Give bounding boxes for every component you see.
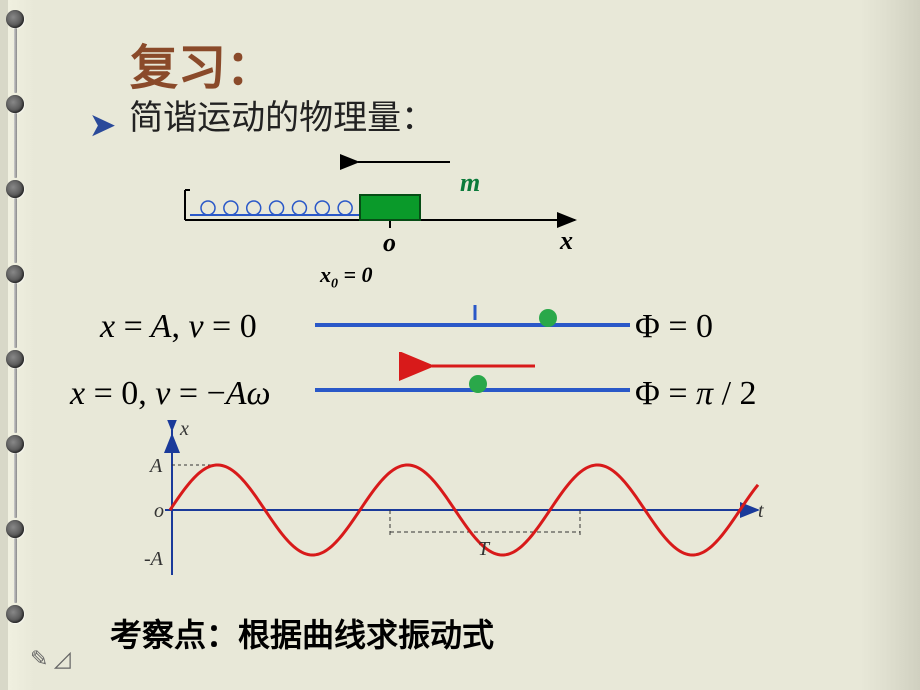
waveform-svg [110,420,770,590]
equation-2-left: x = 0, v = −Aω [70,375,271,413]
slide-content: 复习： ➤ 简谐运动的物理量： [40,0,880,690]
bullet-icon: ➤ [90,109,115,142]
waveform-diagram: x A o -A t T [110,420,770,590]
binding-hole [6,265,24,283]
bullet-text: 简谐运动的物理量： [129,99,435,137]
wave-T-label: T [478,538,489,561]
wave-t-label: t [758,500,764,523]
x-axis-label: x [560,226,573,256]
wave-A-label: A [150,455,162,478]
bullet-line: ➤ 简谐运动的物理量： [90,90,435,143]
binding-hole [6,350,24,368]
binding-staple [14,453,17,518]
x0-label: x0 = 0 [320,262,373,292]
binding-hole [6,95,24,113]
slide-title: 复习： [130,28,274,98]
state-line-1 [310,300,640,345]
wave-origin-label: o [154,500,164,523]
binding-hole [6,180,24,198]
binding-staple [14,538,17,603]
mass-label: m [460,168,480,198]
binding-staple [14,368,17,433]
binding-staple [14,198,17,263]
binding-hole [6,520,24,538]
binding-staple [14,113,17,178]
exam-point-text: 考察点：根据曲线求振动式 [110,610,494,656]
binding-hole [6,10,24,28]
corner-icon: ✎ ◿ [30,646,71,672]
binding-staple [14,283,17,348]
equation-2-right: Φ = π / 2 [635,375,757,413]
binding-hole [6,605,24,623]
spring-mass-diagram: m o x x0 = 0 [140,150,590,290]
binding-hole [6,435,24,453]
origin-label: o [383,228,396,258]
binding-staple [14,28,17,93]
wave-x-label: x [180,418,189,441]
equation-1-left: x = A, v = 0 [100,308,257,346]
state-line-2 [310,352,640,407]
wave-negA-label: -A [144,548,163,571]
equation-1-right: Φ = 0 [635,308,713,346]
